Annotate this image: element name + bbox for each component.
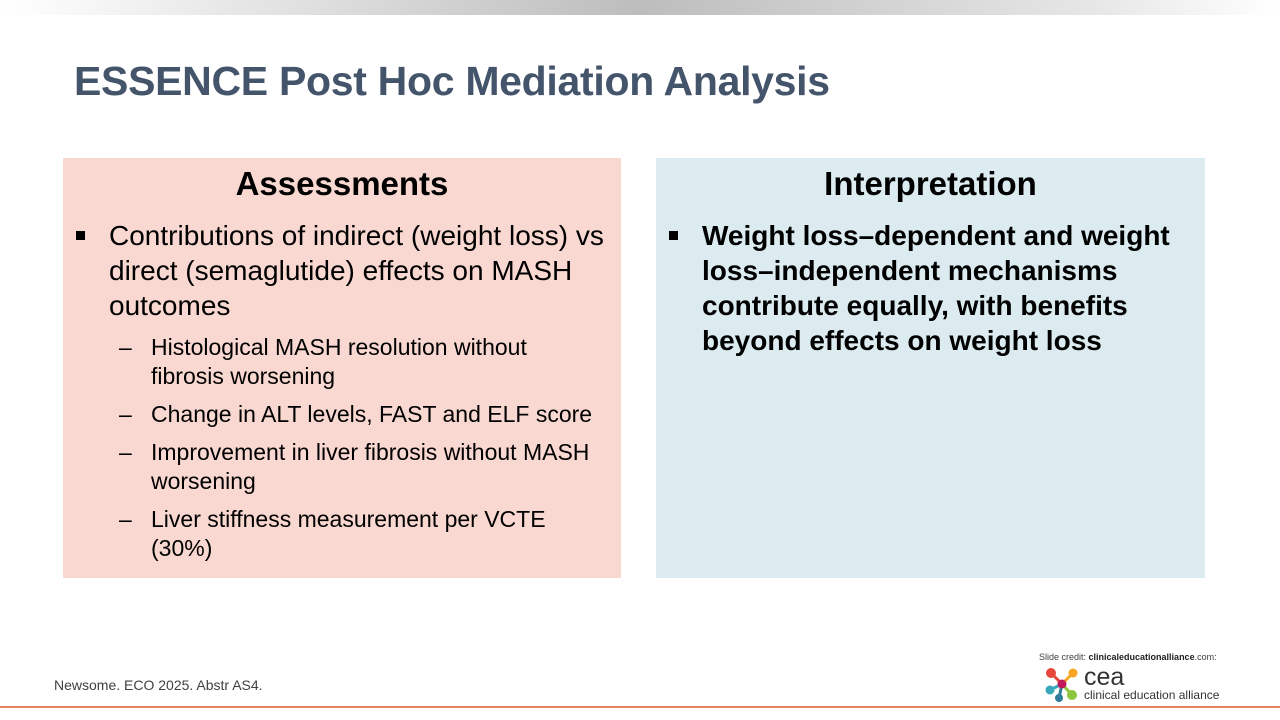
credit-prefix: Slide credit:	[1039, 652, 1089, 662]
sub-bullet: – Change in ALT levels, FAST and ELF sco…	[63, 400, 621, 429]
sub-bullet: – Histological MASH resolution without f…	[63, 333, 621, 391]
slide-credit: Slide credit: clinicaleducationalliance.…	[1039, 652, 1217, 662]
dash-bullet-icon: –	[119, 334, 132, 360]
interpretation-bullet-text: Weight loss–dependent and weight loss–in…	[702, 220, 1170, 356]
sub-bullet: – Improvement in liver fibrosis without …	[63, 438, 621, 496]
interpretation-panel: Interpretation Weight loss–dependent and…	[656, 158, 1205, 578]
cea-logo-word: cea	[1084, 663, 1125, 691]
sub-bullet-text: Liver stiffness measurement per VCTE (30…	[151, 506, 546, 561]
assessments-panel: Assessments Contributions of indirect (w…	[63, 158, 621, 578]
interpretation-bullet: Weight loss–dependent and weight loss–in…	[656, 218, 1205, 358]
assessments-bullet: Contributions of indirect (weight loss) …	[63, 218, 621, 323]
dash-bullet-icon: –	[119, 401, 132, 427]
sub-bullet: – Liver stiffness measurement per VCTE (…	[63, 505, 621, 563]
cea-logo-icon	[1045, 668, 1078, 702]
citation: Newsome. ECO 2025. Abstr AS4.	[54, 677, 263, 693]
cea-logo-subtitle: clinical education alliance	[1084, 688, 1220, 702]
assessments-sub-list: – Histological MASH resolution without f…	[63, 333, 621, 563]
square-bullet-icon	[76, 231, 85, 240]
credit-link[interactable]: clinicaleducationalliance	[1088, 652, 1195, 662]
credit-suffix: .com:	[1194, 652, 1217, 662]
sub-bullet-text: Change in ALT levels, FAST and ELF score	[151, 401, 593, 427]
bottom-accent-rule	[0, 706, 1280, 708]
dash-bullet-icon: –	[119, 439, 132, 465]
dash-bullet-icon: –	[119, 506, 132, 532]
slide-title: ESSENCE Post Hoc Mediation Analysis	[74, 58, 830, 104]
sub-bullet-text: Histological MASH resolution without fib…	[151, 334, 527, 389]
assessments-heading: Assessments	[235, 165, 449, 202]
square-bullet-icon	[669, 231, 678, 240]
top-gradient-bar	[0, 0, 1280, 15]
cea-logo: cea clinical education alliance	[1042, 664, 1232, 704]
assessments-bullet-text: Contributions of indirect (weight loss) …	[109, 220, 604, 321]
interpretation-heading: Interpretation	[824, 165, 1037, 202]
sub-bullet-text: Improvement in liver fibrosis without MA…	[151, 439, 590, 494]
